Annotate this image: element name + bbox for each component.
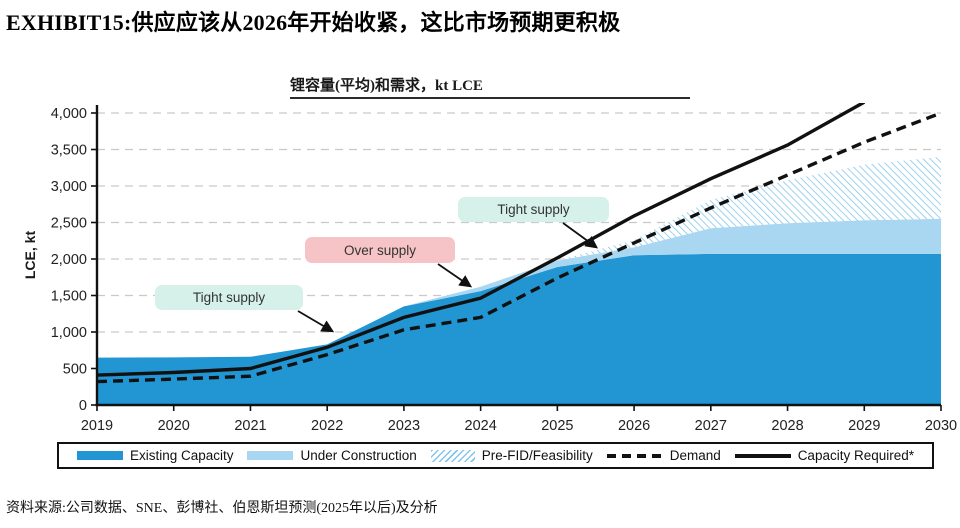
exhibit-title: EXHIBIT15:供应应该从2026年开始收紧，这比市场预期更积极: [6, 10, 621, 35]
legend-label: Existing Capacity: [129, 448, 234, 463]
line-demand: [97, 111, 941, 384]
area-existing-capacity: [97, 253, 941, 405]
line-capacity-required-: [97, 103, 866, 377]
x-tick-label: 2026: [618, 418, 650, 434]
x-tick-label: 2029: [848, 418, 880, 434]
y-tick-label: 3,500: [51, 143, 87, 159]
y-tick-label: 3,000: [51, 179, 87, 195]
chart-title: 锂容量(平均)和需求，kt LCE: [290, 74, 690, 99]
annotation-label: Tight supply: [192, 290, 266, 305]
legend-item-existing-capacity: Existing Capacity: [76, 448, 234, 463]
y-tick-label: 4,000: [51, 106, 87, 122]
y-tick-label: 500: [63, 362, 87, 378]
y-tick-label: 1,500: [51, 289, 87, 305]
y-tick-label: 1,000: [51, 325, 87, 341]
dashed-line-swatch-icon: [606, 453, 663, 458]
x-tick-label: 2020: [158, 418, 190, 434]
existing-capacity-swatch-icon: [76, 451, 123, 460]
annotation-arrow: [297, 310, 335, 333]
legend-label: Pre-FID/Feasibility: [481, 448, 593, 463]
legend-label: Under Construction: [300, 448, 417, 463]
legend-item-demand: Demand: [606, 448, 721, 463]
x-tick-label: 2027: [695, 418, 727, 434]
solid-line-swatch-icon: [734, 453, 791, 458]
source-note: 资料来源:公司数据、SNE、彭博社、伯恩斯坦预测(2025年以后)及分析: [6, 501, 438, 516]
legend-label: Capacity Required*: [797, 448, 914, 463]
annotation-label: Tight supply: [497, 202, 570, 217]
legend-label: Demand: [669, 448, 721, 463]
under-construction-swatch-icon: [247, 451, 294, 460]
annotation-arrow: [437, 263, 473, 288]
legend-item-under-construction: Under Construction: [247, 448, 417, 463]
annotation-label: Over supply: [343, 242, 417, 258]
y-tick-label: 2,500: [51, 216, 87, 232]
area-under-construction: [97, 218, 941, 358]
x-tick-label: 2021: [234, 418, 266, 434]
x-tick-label: 2022: [311, 418, 343, 434]
x-tick-label: 2028: [771, 418, 803, 434]
y-tick-label: 2,000: [51, 252, 87, 268]
x-tick-label: 2019: [81, 418, 113, 434]
x-tick-label: 2025: [541, 418, 573, 434]
area-pre-fid-feasibility: [97, 156, 941, 358]
legend-item-capacity-required: Capacity Required*: [734, 448, 914, 463]
legend-item-pre-fid: Pre-FID/Feasibility: [430, 448, 593, 463]
x-tick-label: 2030: [925, 418, 957, 434]
annotation-tight-supply-1: Tight supply: [155, 285, 303, 310]
x-tick-label: 2024: [465, 418, 497, 434]
chart-legend: Existing Capacity Under Construction Pre…: [57, 442, 934, 469]
annotation-over-supply: Over supply: [305, 237, 455, 263]
x-tick-label: 2023: [388, 418, 420, 434]
hatch-swatch-icon: [430, 449, 475, 462]
annotation-arrow: [562, 222, 599, 249]
y-tick-label: 0: [79, 398, 87, 414]
annotation-tight-supply-2: Tight supply: [458, 197, 609, 222]
